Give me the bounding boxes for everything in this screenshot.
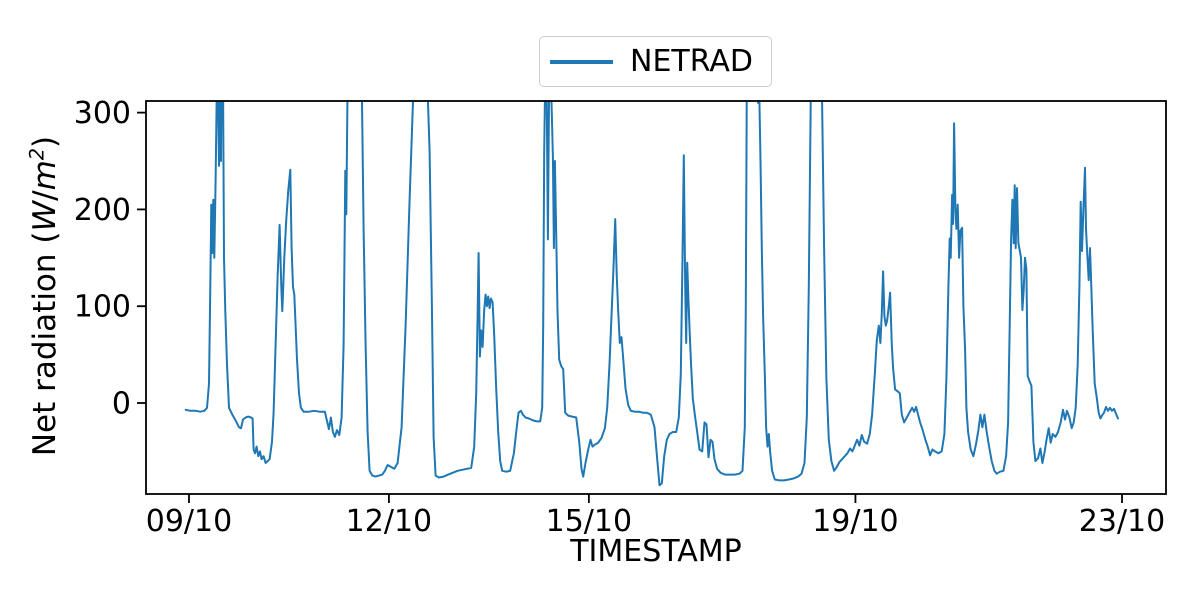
legend: NETRAD [539, 36, 772, 87]
legend-line-swatch [550, 59, 613, 64]
y-tick-label-0: 0 [112, 387, 131, 422]
x-tick-label-2: 15/10 [546, 504, 632, 539]
y-tick-label-2: 200 [74, 193, 131, 228]
y-axis-label-exponent: 2 [25, 147, 49, 161]
y-axis-label-var-m: m [27, 160, 63, 191]
x-axis-label: TIMESTAMP [570, 534, 742, 569]
netrad-line [184, 101, 1119, 487]
y-axis-label: Net radiation (W/m2) [25, 135, 63, 457]
ticks-layer: 09/10 12/10 15/10 19/10 23/10 0 100 200 300 [74, 96, 1166, 539]
x-tick-label-4: 23/10 [1079, 504, 1165, 539]
y-tick-label-1: 100 [74, 290, 131, 325]
legend-label: NETRAD [630, 43, 753, 79]
y-axis-label-close: ) [27, 135, 63, 148]
y-axis-label-var-w: W [27, 200, 63, 232]
axes-border [145, 100, 1167, 495]
y-axis-label-slash: / [27, 190, 63, 201]
y-axis-label-text: Net radiation ( [27, 231, 63, 457]
x-tick-label-1: 12/10 [346, 504, 432, 539]
x-tick-label-0: 09/10 [146, 504, 232, 539]
x-tick-label-3: 19/10 [812, 504, 898, 539]
y-tick-label-3: 300 [74, 96, 131, 131]
